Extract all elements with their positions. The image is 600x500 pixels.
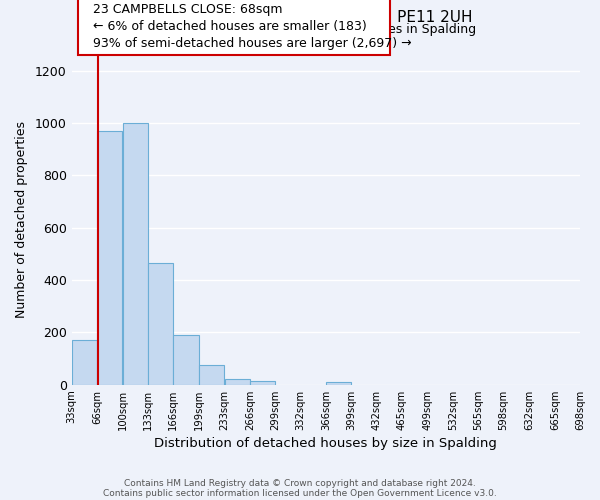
Bar <box>97 131 122 385</box>
Text: ← 6% of detached houses are smaller (183): ← 6% of detached houses are smaller (183… <box>92 20 367 33</box>
Bar <box>173 335 199 385</box>
Text: Contains HM Land Registry data © Crown copyright and database right 2024.: Contains HM Land Registry data © Crown c… <box>124 478 476 488</box>
Bar <box>199 365 224 385</box>
Text: 23, CAMPBELLS CLOSE, SPALDING, PE11 2UH: 23, CAMPBELLS CLOSE, SPALDING, PE11 2UH <box>127 10 473 25</box>
Bar <box>250 381 275 385</box>
Bar <box>123 123 148 385</box>
Text: 23 CAMPBELLS CLOSE: 68sqm: 23 CAMPBELLS CLOSE: 68sqm <box>92 4 282 16</box>
Bar <box>326 382 352 385</box>
Text: Contains public sector information licensed under the Open Government Licence v3: Contains public sector information licen… <box>103 488 497 498</box>
Text: Size of property relative to detached houses in Spalding: Size of property relative to detached ho… <box>124 22 476 36</box>
Bar <box>71 340 97 385</box>
X-axis label: Distribution of detached houses by size in Spalding: Distribution of detached houses by size … <box>154 437 497 450</box>
Text: 93% of semi-detached houses are larger (2,697) →: 93% of semi-detached houses are larger (… <box>92 36 412 50</box>
Bar <box>148 263 173 385</box>
Y-axis label: Number of detached properties: Number of detached properties <box>15 122 28 318</box>
Bar <box>224 379 250 385</box>
